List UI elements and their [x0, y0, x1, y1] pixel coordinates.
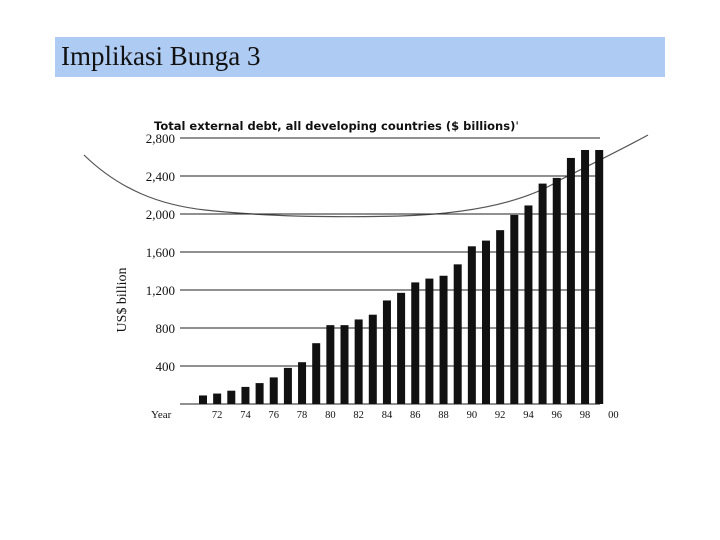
- bar: [227, 390, 236, 404]
- bar: [241, 386, 250, 404]
- y-tick-label: 800: [156, 321, 176, 336]
- bar: [382, 300, 391, 404]
- decorative-curve: [83, 134, 649, 218]
- x-tick-label: 88: [438, 410, 449, 421]
- bar: [411, 282, 420, 404]
- slide-title: Implikasi Bunga 3: [61, 41, 261, 71]
- bar: [510, 214, 519, 404]
- bar: [439, 275, 448, 404]
- bar: [496, 230, 505, 404]
- bar: [199, 395, 207, 404]
- y-tick-label: 1,200: [146, 283, 175, 298]
- bar: [368, 314, 377, 404]
- y-tick-label: 400: [156, 359, 176, 374]
- x-tick-label: 86: [410, 410, 421, 421]
- y-tick-label: 2,800: [146, 131, 175, 146]
- x-tick-label: 00: [608, 410, 619, 421]
- x-tick-label: 72: [212, 410, 223, 421]
- bar: [213, 393, 222, 404]
- y-axis-label: US$ billion: [115, 268, 130, 333]
- bar: [255, 383, 264, 404]
- bar: [538, 183, 547, 404]
- bar: [283, 367, 292, 404]
- slide-title-bar: Implikasi Bunga 3: [55, 37, 665, 77]
- x-tick-label: 90: [467, 410, 478, 421]
- y-tick-label: 1,600: [146, 245, 175, 260]
- bar: [354, 319, 363, 404]
- bar: [566, 157, 575, 404]
- x-tick-label: 76: [269, 410, 280, 421]
- bar: [595, 150, 604, 404]
- y-tick-label: 2,000: [146, 207, 175, 222]
- x-axis-label: Year: [151, 409, 172, 421]
- x-tick-label: 94: [523, 410, 534, 421]
- bar: [467, 246, 476, 404]
- bar: [453, 264, 462, 404]
- x-tick-label: 84: [382, 410, 393, 421]
- x-tick-label: 92: [495, 410, 506, 421]
- bar: [552, 177, 561, 404]
- x-tick-label: 82: [353, 410, 364, 421]
- bar: [298, 362, 307, 404]
- chart-title: Total external debt, all developing coun…: [154, 119, 519, 133]
- bar: [326, 325, 335, 404]
- bar: [269, 377, 278, 404]
- bar: [397, 292, 406, 404]
- x-tick-label: 74: [240, 410, 251, 421]
- bar: [312, 343, 321, 404]
- x-tick-label: 98: [580, 410, 591, 421]
- x-tick-label: 80: [325, 410, 336, 421]
- bar: [425, 278, 434, 404]
- bar: [482, 240, 490, 404]
- bar: [340, 325, 349, 404]
- x-tick-label: 78: [297, 410, 308, 421]
- y-tick-label: 2,400: [146, 169, 175, 184]
- bar: [581, 150, 590, 404]
- x-tick-label: 96: [552, 410, 563, 421]
- bar: [524, 205, 533, 404]
